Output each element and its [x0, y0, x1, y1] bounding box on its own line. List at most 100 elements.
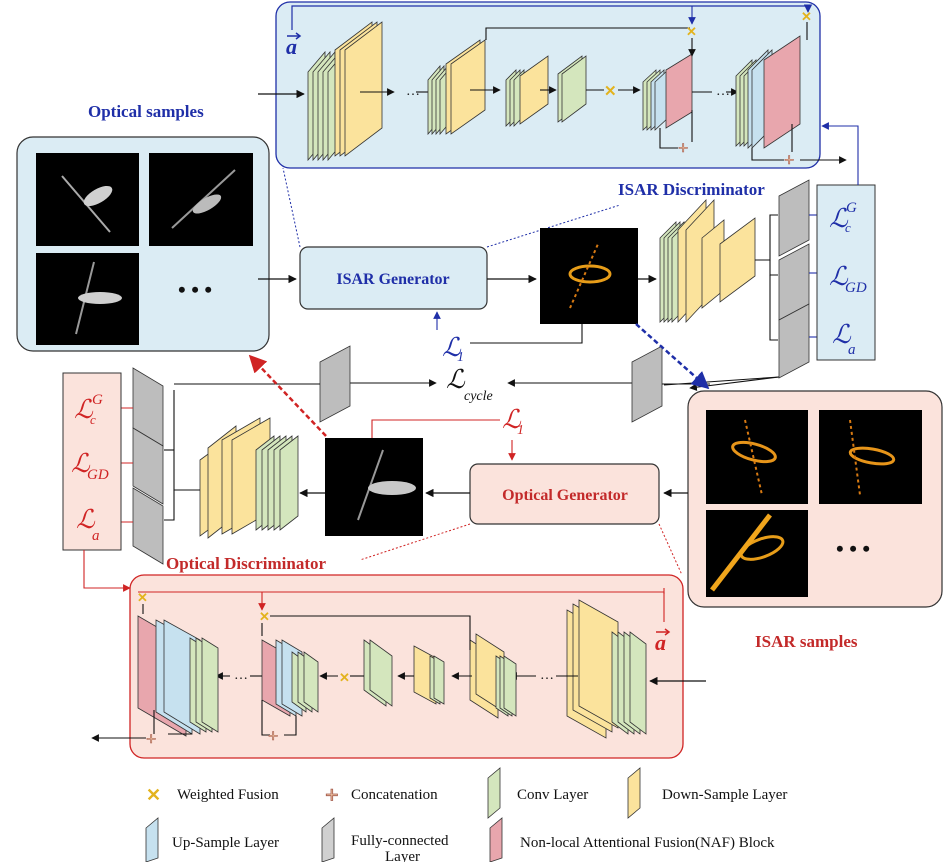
- isar-loss-cg-sup: G: [846, 200, 857, 216]
- isar-disc-stack-3: [505, 55, 549, 127]
- cycle-fc-layer-right: [631, 345, 663, 423]
- weighted-fusion-isar-1: ✕: [604, 84, 617, 100]
- isar-generator-block: ISAR Generator: [299, 246, 488, 310]
- isar-samples-title: ISAR samples: [755, 632, 858, 651]
- cycle-loss-symbol: ℒ: [446, 365, 466, 394]
- weighted-fusion-isar-2: ✕: [686, 24, 697, 39]
- optical-loss-a-symbol: ℒ: [76, 505, 96, 534]
- weighted-fusion-isar-3: ✕: [801, 9, 812, 24]
- isar-sample-image-2: [819, 410, 922, 504]
- cycle-fc-layer-left: [319, 345, 351, 423]
- optical-sample-image-2: [149, 153, 253, 246]
- legend-up-sample-label: Up-Sample Layer: [172, 835, 279, 851]
- a-vector-isar-label: a: [286, 34, 297, 59]
- isar-loss-a-symbol: ℒ: [832, 320, 852, 349]
- optical-loss-cg-sup: G: [92, 392, 103, 408]
- isar-loss-gd-symbol: ℒ: [829, 262, 849, 291]
- legend: ✕ Weighted Fusion + Concatenation Conv L…: [145, 767, 787, 862]
- concatenation-optical-1: +: [268, 726, 278, 746]
- a-vector-optical-label: a: [655, 630, 666, 655]
- optical-generator-label: Optical Generator: [502, 487, 628, 504]
- legend-weighted-fusion-label: Weighted Fusion: [177, 787, 279, 803]
- isar-generator-label: ISAR Generator: [336, 271, 449, 288]
- concatenation-isar-2: +: [784, 150, 794, 170]
- isar-l1-loss-sub: 1: [457, 350, 464, 365]
- optical-loss-a-sub: a: [92, 528, 100, 544]
- optical-discriminator-panel: [129, 574, 684, 759]
- concatenation-optical-2: +: [146, 729, 156, 749]
- isar-loss-cg-symbol: ℒ: [829, 204, 849, 233]
- legend-concatenation-label: Concatenation: [351, 787, 438, 803]
- a-vector-isar-line: [291, 4, 813, 30]
- isar-l1-loss-symbol: ℒ: [442, 333, 462, 362]
- optical-disc-layers-mid: [199, 417, 299, 539]
- ellipsis-isar-2: …: [716, 84, 730, 99]
- optical-discriminator-title: Optical Discriminator: [166, 554, 327, 573]
- optical-l1-loss-sub: 1: [517, 423, 524, 438]
- isar-to-samples-arrow: [635, 323, 710, 390]
- concatenation-isar-1: +: [678, 138, 688, 158]
- optical-disc-stack-3: [413, 645, 445, 705]
- isar-sample-image-3: [706, 510, 808, 597]
- weighted-fusion-optical-1: ✕: [339, 670, 350, 685]
- isar-loss-a-sub: a: [848, 342, 856, 358]
- weighted-fusion-icon: ✕: [146, 785, 161, 805]
- optical-disc-stack-4: [363, 639, 393, 707]
- conv-layer-icon: [487, 767, 501, 819]
- legend-conv-layer: Conv Layer: [487, 767, 588, 819]
- down-sample-layer-icon: [627, 767, 641, 819]
- isar-disc-layers-mid: [659, 198, 756, 324]
- a-vector-isar: a: [286, 32, 302, 59]
- optical-loss-gd-sub: GD: [87, 467, 109, 483]
- optical-disc-stack-2: [469, 633, 517, 719]
- isar-disc-naf-1: [642, 53, 693, 131]
- optical-disc-fc-layers: [132, 367, 164, 565]
- optical-losses-panel: ℒ c G ℒ GD ℒ a: [62, 372, 122, 551]
- optical-loss-cg-symbol: ℒ: [74, 395, 94, 424]
- optical-l1-loss-symbol: ℒ: [502, 405, 522, 434]
- ellipsis-optical-2: …: [234, 668, 248, 683]
- optical-to-samples-arrow: [248, 354, 327, 437]
- isar-disc-stack-1: [307, 21, 383, 162]
- ellipsis-optical-1: …: [540, 668, 554, 683]
- isar-loss-cg-sub: c: [845, 220, 851, 235]
- generated-isar-image: [540, 228, 638, 324]
- optical-samples-panel: • • •: [16, 136, 270, 352]
- legend-fc-label-1: Fully-connected: [351, 833, 449, 849]
- weighted-fusion-optical-3: ✕: [137, 590, 148, 605]
- legend-up-sample-layer: Up-Sample Layer: [145, 817, 279, 862]
- optical-samples-title: Optical samples: [88, 102, 204, 121]
- concatenation-icon: +: [325, 783, 339, 809]
- legend-conv-layer-label: Conv Layer: [517, 787, 588, 803]
- optical-samples-more: • • •: [178, 277, 212, 302]
- a-vector-optical: a: [655, 628, 671, 655]
- optical-generator-block: Optical Generator: [469, 463, 660, 525]
- optical-disc-naf-2: [137, 615, 219, 737]
- legend-naf-block: Non-local Attentional Fusion(NAF) Block: [489, 817, 775, 862]
- isar-loss-gd-sub: GD: [845, 280, 867, 296]
- isar-disc-fc-layers: [778, 179, 810, 379]
- up-sample-layer-icon: [145, 817, 159, 862]
- isar-disc-stack-2: [427, 39, 486, 136]
- isar-disc-naf-2: [735, 35, 801, 149]
- legend-naf-label: Non-local Attentional Fusion(NAF) Block: [520, 835, 775, 851]
- isar-discriminator-title: ISAR Discriminator: [618, 180, 765, 199]
- cycle-loss-sub: cycle: [464, 389, 493, 404]
- legend-down-sample-label: Down-Sample Layer: [662, 787, 787, 803]
- optical-loss-cg-sub: c: [90, 412, 96, 427]
- naf-block-icon: [489, 817, 503, 862]
- optical-disc-naf-1: [261, 639, 319, 717]
- generated-optical-image: [325, 438, 423, 536]
- optical-loss-gd-symbol: ℒ: [71, 449, 91, 478]
- isar-samples-more: • • •: [836, 536, 870, 561]
- isar-losses-panel: ℒ c G ℒ GD ℒ a: [816, 184, 876, 361]
- ellipsis-isar-1: …: [406, 84, 420, 99]
- optical-disc-stack-1: [566, 599, 647, 739]
- isar-samples-panel: • • •: [687, 390, 943, 608]
- isar-disc-stack-4: [557, 55, 587, 123]
- legend-fc-layer: Fully-connected Layer: [321, 817, 449, 862]
- fc-layer-icon: [321, 817, 335, 862]
- weighted-fusion-optical-2: ✕: [259, 609, 270, 624]
- legend-down-sample-layer: Down-Sample Layer: [627, 767, 787, 819]
